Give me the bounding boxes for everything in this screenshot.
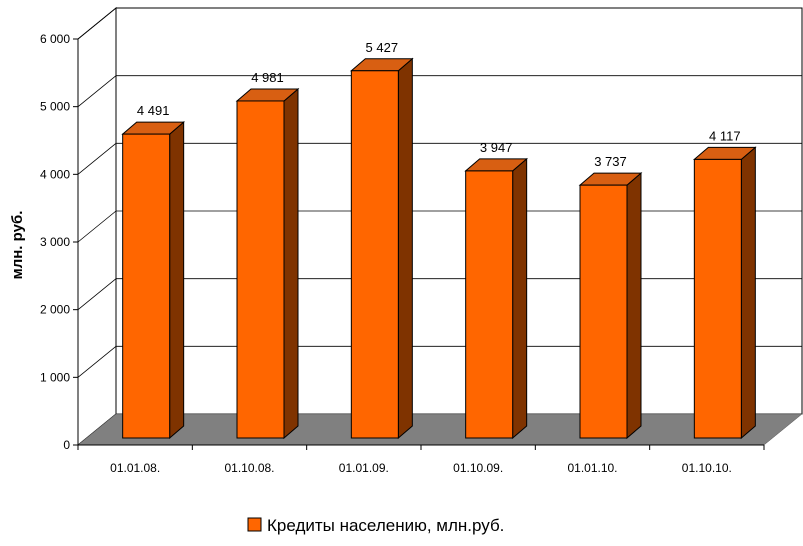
y-axis-label: млн. руб. xyxy=(9,211,26,280)
gridline-side xyxy=(77,7,117,40)
bar-front xyxy=(579,184,628,439)
chart-floor xyxy=(77,413,803,446)
x-axis: 01.01.08. 01.10.08. 01.01.09. 01.10.09. 01.0… xyxy=(77,444,765,475)
bar-side xyxy=(626,172,642,440)
bar-front xyxy=(693,158,742,439)
x-tick-label: 01.10.09. xyxy=(453,461,503,475)
bar-front xyxy=(465,170,514,439)
y-tick-label: 5 000 xyxy=(40,100,70,114)
bar-front xyxy=(350,70,399,439)
y-axis: 0 1 000 2 000 3 000 4 000 5 000 6 000 xyxy=(40,32,79,452)
bar xyxy=(121,121,186,440)
bar-side xyxy=(169,121,185,440)
bar-side xyxy=(512,157,528,440)
x-tick-label: 01.10.10. xyxy=(682,461,732,475)
data-label: 4 981 xyxy=(251,70,284,85)
y-tick-label: 1 000 xyxy=(40,370,70,384)
gridline-side xyxy=(77,278,117,310)
bars xyxy=(121,57,757,440)
legend-label: Кредиты населению, млн.руб. xyxy=(267,516,504,535)
gridline-side xyxy=(77,75,117,107)
data-label: 4 491 xyxy=(137,103,170,118)
data-label: 3 737 xyxy=(594,154,627,169)
y-tick-label: 0 xyxy=(63,438,70,452)
y-tick-label: 2 000 xyxy=(40,303,70,317)
gridlines xyxy=(77,7,802,378)
gridline-side xyxy=(77,346,117,378)
bar xyxy=(349,57,414,440)
legend-swatch xyxy=(247,517,262,532)
chart-walls xyxy=(77,6,803,447)
bar xyxy=(235,87,300,440)
legend: Кредиты населению, млн.руб. xyxy=(247,516,504,535)
bar xyxy=(692,146,757,440)
bar-side xyxy=(283,87,299,440)
y-tick-label: 3 000 xyxy=(40,235,70,249)
bar-side xyxy=(740,146,756,440)
data-label: 4 117 xyxy=(709,128,741,143)
bar-side xyxy=(397,57,413,440)
gridline-side xyxy=(77,143,117,175)
data-label: 5 427 xyxy=(366,40,399,55)
bar xyxy=(464,157,529,440)
gridline-side xyxy=(77,210,117,243)
x-tick-label: 01.10.08. xyxy=(224,461,274,475)
y-tick-label: 4 000 xyxy=(40,167,70,181)
bar-front xyxy=(236,100,285,439)
bar xyxy=(578,172,643,440)
y-tick-label: 6 000 xyxy=(40,32,70,46)
x-tick-label: 01.01.10. xyxy=(567,461,617,475)
data-label: 3 947 xyxy=(480,140,513,155)
x-tick-label: 01.01.09. xyxy=(339,461,389,475)
bar-front xyxy=(122,133,171,439)
data-labels: 4 491 4 981 5 427 3 947 3 737 4 117 xyxy=(137,40,741,169)
floor-plane xyxy=(77,413,803,446)
x-tick-label: 01.01.08. xyxy=(110,461,160,475)
